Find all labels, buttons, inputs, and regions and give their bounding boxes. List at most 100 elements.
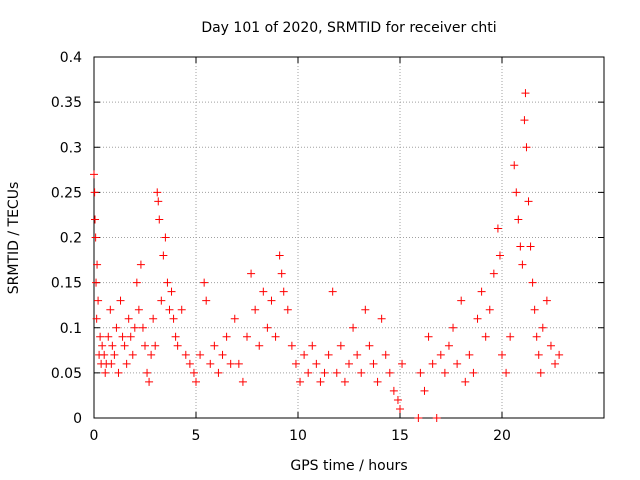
- y-axis-label: SRMTID / TECUs: [6, 182, 22, 295]
- data-point: [385, 368, 394, 377]
- data-point: [110, 350, 119, 359]
- data-point: [440, 368, 449, 377]
- points-layer: [90, 89, 564, 422]
- data-point: [177, 305, 186, 314]
- data-point: [424, 332, 433, 341]
- data-point: [498, 350, 506, 359]
- data-point: [530, 305, 539, 314]
- data-point: [234, 359, 243, 368]
- data-point: [316, 377, 325, 386]
- y-tick-label: 0.25: [51, 185, 82, 201]
- data-point: [171, 332, 180, 341]
- data-point: [473, 314, 482, 323]
- data-point: [449, 323, 458, 332]
- data-point: [94, 296, 103, 305]
- data-point: [522, 143, 531, 152]
- data-point: [345, 359, 353, 368]
- y-tick-label: 0.2: [60, 231, 82, 247]
- data-point: [485, 305, 494, 314]
- data-point: [436, 350, 445, 359]
- data-point: [528, 278, 537, 287]
- data-point: [192, 377, 200, 386]
- y-tick-label: 0.35: [51, 95, 82, 111]
- data-point: [169, 314, 178, 323]
- data-point: [444, 341, 453, 350]
- data-point: [512, 188, 521, 197]
- data-point: [287, 341, 296, 350]
- data-point: [96, 332, 105, 341]
- data-point: [271, 332, 280, 341]
- data-point: [336, 341, 345, 350]
- data-point: [332, 368, 341, 377]
- y-tick-label: 0.4: [60, 50, 82, 66]
- data-point: [116, 296, 125, 305]
- data-point: [526, 242, 535, 251]
- data-point: [185, 359, 194, 368]
- data-point: [138, 323, 147, 332]
- data-point: [114, 368, 123, 377]
- data-point: [167, 287, 176, 296]
- data-point: [420, 386, 429, 395]
- data-point: [126, 332, 135, 341]
- data-point: [461, 377, 470, 386]
- data-point: [101, 368, 110, 377]
- data-point: [283, 305, 292, 314]
- data-point: [100, 350, 109, 359]
- data-point: [477, 287, 486, 296]
- data-point: [361, 305, 370, 314]
- data-point: [145, 377, 154, 386]
- data-point: [506, 332, 515, 341]
- data-point: [277, 269, 286, 278]
- data-point: [155, 215, 164, 224]
- data-point: [365, 341, 374, 350]
- data-point: [536, 368, 545, 377]
- data-point: [393, 395, 402, 404]
- data-point: [202, 296, 211, 305]
- data-point: [251, 305, 260, 314]
- y-tick-label: 0.05: [51, 366, 82, 382]
- data-point: [259, 287, 268, 296]
- data-point: [377, 314, 386, 323]
- data-point: [300, 350, 309, 359]
- data-point: [173, 341, 182, 350]
- data-point: [128, 350, 137, 359]
- data-point: [389, 386, 398, 395]
- data-point: [214, 368, 223, 377]
- data-point: [521, 89, 530, 98]
- data-point: [141, 341, 149, 350]
- data-point: [108, 341, 117, 350]
- data-point: [357, 368, 366, 377]
- data-point: [324, 350, 333, 359]
- data-point: [92, 314, 101, 323]
- data-point: [493, 224, 502, 233]
- y-tick-label: 0.15: [51, 276, 82, 292]
- data-point: [279, 287, 288, 296]
- data-point: [495, 251, 504, 260]
- data-point: [369, 359, 378, 368]
- data-point: [153, 188, 162, 197]
- data-point: [151, 341, 160, 350]
- data-point: [112, 323, 121, 332]
- data-point: [93, 260, 102, 269]
- data-point: [453, 359, 462, 368]
- data-point: [320, 368, 329, 377]
- data-point: [238, 377, 247, 386]
- data-point: [122, 359, 131, 368]
- x-tick-label: 0: [90, 428, 99, 444]
- data-point: [296, 377, 305, 386]
- tick-layer: 0 5 10 15 20 0 0.05 0.1 0.15 0.2 0.25 0.3 0.35 0.4: [51, 50, 604, 444]
- data-point: [206, 359, 215, 368]
- data-point: [124, 314, 133, 323]
- x-tick-label: 15: [391, 428, 409, 444]
- data-point: [304, 368, 313, 377]
- data-point: [136, 260, 145, 269]
- data-point: [91, 233, 100, 242]
- y-tick-label: 0.3: [60, 140, 82, 156]
- data-point: [267, 296, 276, 305]
- data-point: [263, 323, 272, 332]
- data-point: [149, 314, 158, 323]
- data-point: [161, 233, 170, 242]
- grid-layer: [94, 57, 604, 418]
- data-point: [514, 215, 523, 224]
